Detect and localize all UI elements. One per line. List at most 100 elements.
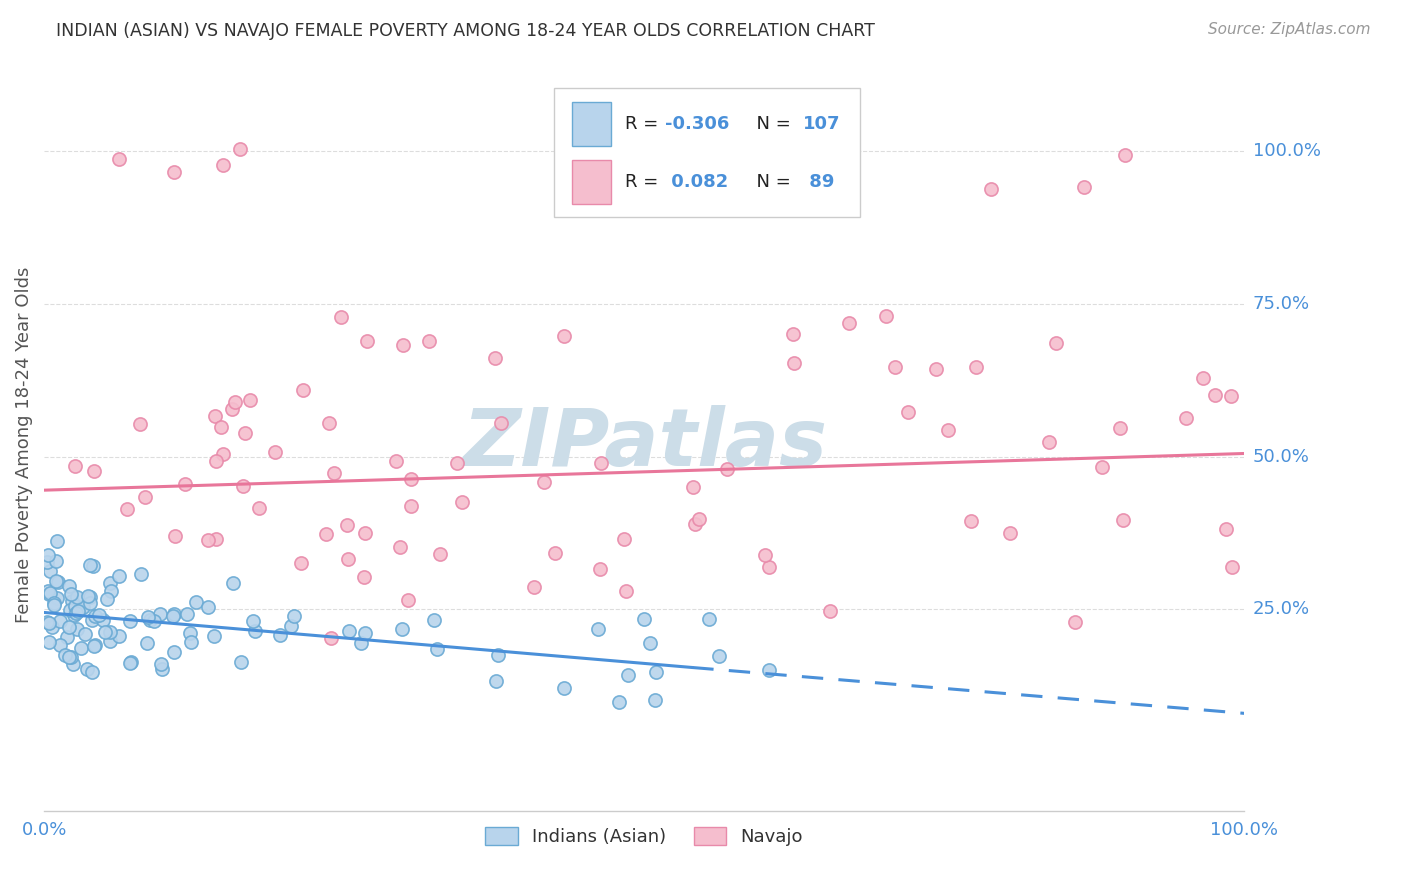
Point [83,640,105,654]
Point [42,599,65,613]
Point [162,608,184,623]
Point [683,516,706,531]
Point [69,640,91,655]
Point [533,475,555,489]
Point [39,564,62,578]
Point [399,499,422,513]
Point [329,310,352,324]
Point [89,607,111,622]
Point [754,548,776,562]
Point [758,560,780,574]
FancyBboxPatch shape [572,160,610,203]
Point [70,599,93,614]
Point [875,309,897,323]
Point [638,636,661,650]
Point [353,526,375,541]
Point [150,662,173,676]
Legend: Indians (Asian), Navajo: Indians (Asian), Navajo [478,820,810,854]
Point [98,634,121,648]
Point [269,628,291,642]
Point [589,561,612,575]
Point [321,631,343,645]
Point [202,629,225,643]
Point [614,584,637,599]
Point [163,645,186,659]
Text: 75.0%: 75.0% [1253,294,1310,313]
Point [79,596,101,610]
Point [79,590,101,604]
Point [180,635,202,649]
Point [46,534,69,549]
Text: 25.0%: 25.0% [1253,600,1310,618]
Point [446,457,468,471]
Point [1215,522,1237,536]
Point [56,630,79,644]
Point [1038,435,1060,450]
Point [290,556,312,570]
Point [224,395,246,409]
Point [233,425,256,440]
Point [716,461,738,475]
Point [936,423,959,437]
Point [120,655,142,669]
Point [315,527,337,541]
Point [120,614,142,628]
Point [486,648,509,662]
Point [391,622,413,636]
Point [66,591,89,605]
Point [60,587,83,601]
Point [135,636,157,650]
Point [80,665,103,680]
Point [553,329,575,343]
Point [66,604,89,618]
Point [429,547,451,561]
Point [179,625,201,640]
Point [176,607,198,622]
Point [998,526,1021,541]
Point [229,142,252,156]
Point [613,533,636,547]
Text: 107: 107 [803,115,841,133]
Point [98,575,121,590]
Point [280,619,302,633]
Point [353,626,375,640]
Point [1204,388,1226,402]
Point [1175,411,1198,425]
Point [80,613,103,627]
Point [82,558,104,573]
Point [115,501,138,516]
Point [292,383,315,397]
Point [231,655,253,669]
Point [1191,371,1213,385]
Point [163,529,186,543]
Point [758,663,780,677]
Point [65,599,87,614]
Point [485,673,508,688]
Point [247,501,270,516]
Point [83,609,105,624]
Point [38,616,60,631]
Point [100,583,122,598]
Point [163,165,186,179]
Point [426,642,449,657]
Point [142,614,165,628]
Point [283,609,305,624]
Point [591,456,613,470]
Point [897,405,920,419]
Point [73,627,96,641]
Point [965,360,987,375]
Point [211,447,233,461]
Point [484,351,506,366]
Text: Source: ZipAtlas.com: Source: ZipAtlas.com [1208,22,1371,37]
Point [1045,335,1067,350]
Text: 0.082: 0.082 [665,173,728,191]
Point [79,558,101,573]
Point [323,466,346,480]
Point [1220,559,1243,574]
Point [45,554,67,568]
Text: -0.306: -0.306 [665,115,730,133]
Point [422,613,444,627]
Point [45,591,67,605]
Point [163,607,186,621]
Point [76,589,98,603]
